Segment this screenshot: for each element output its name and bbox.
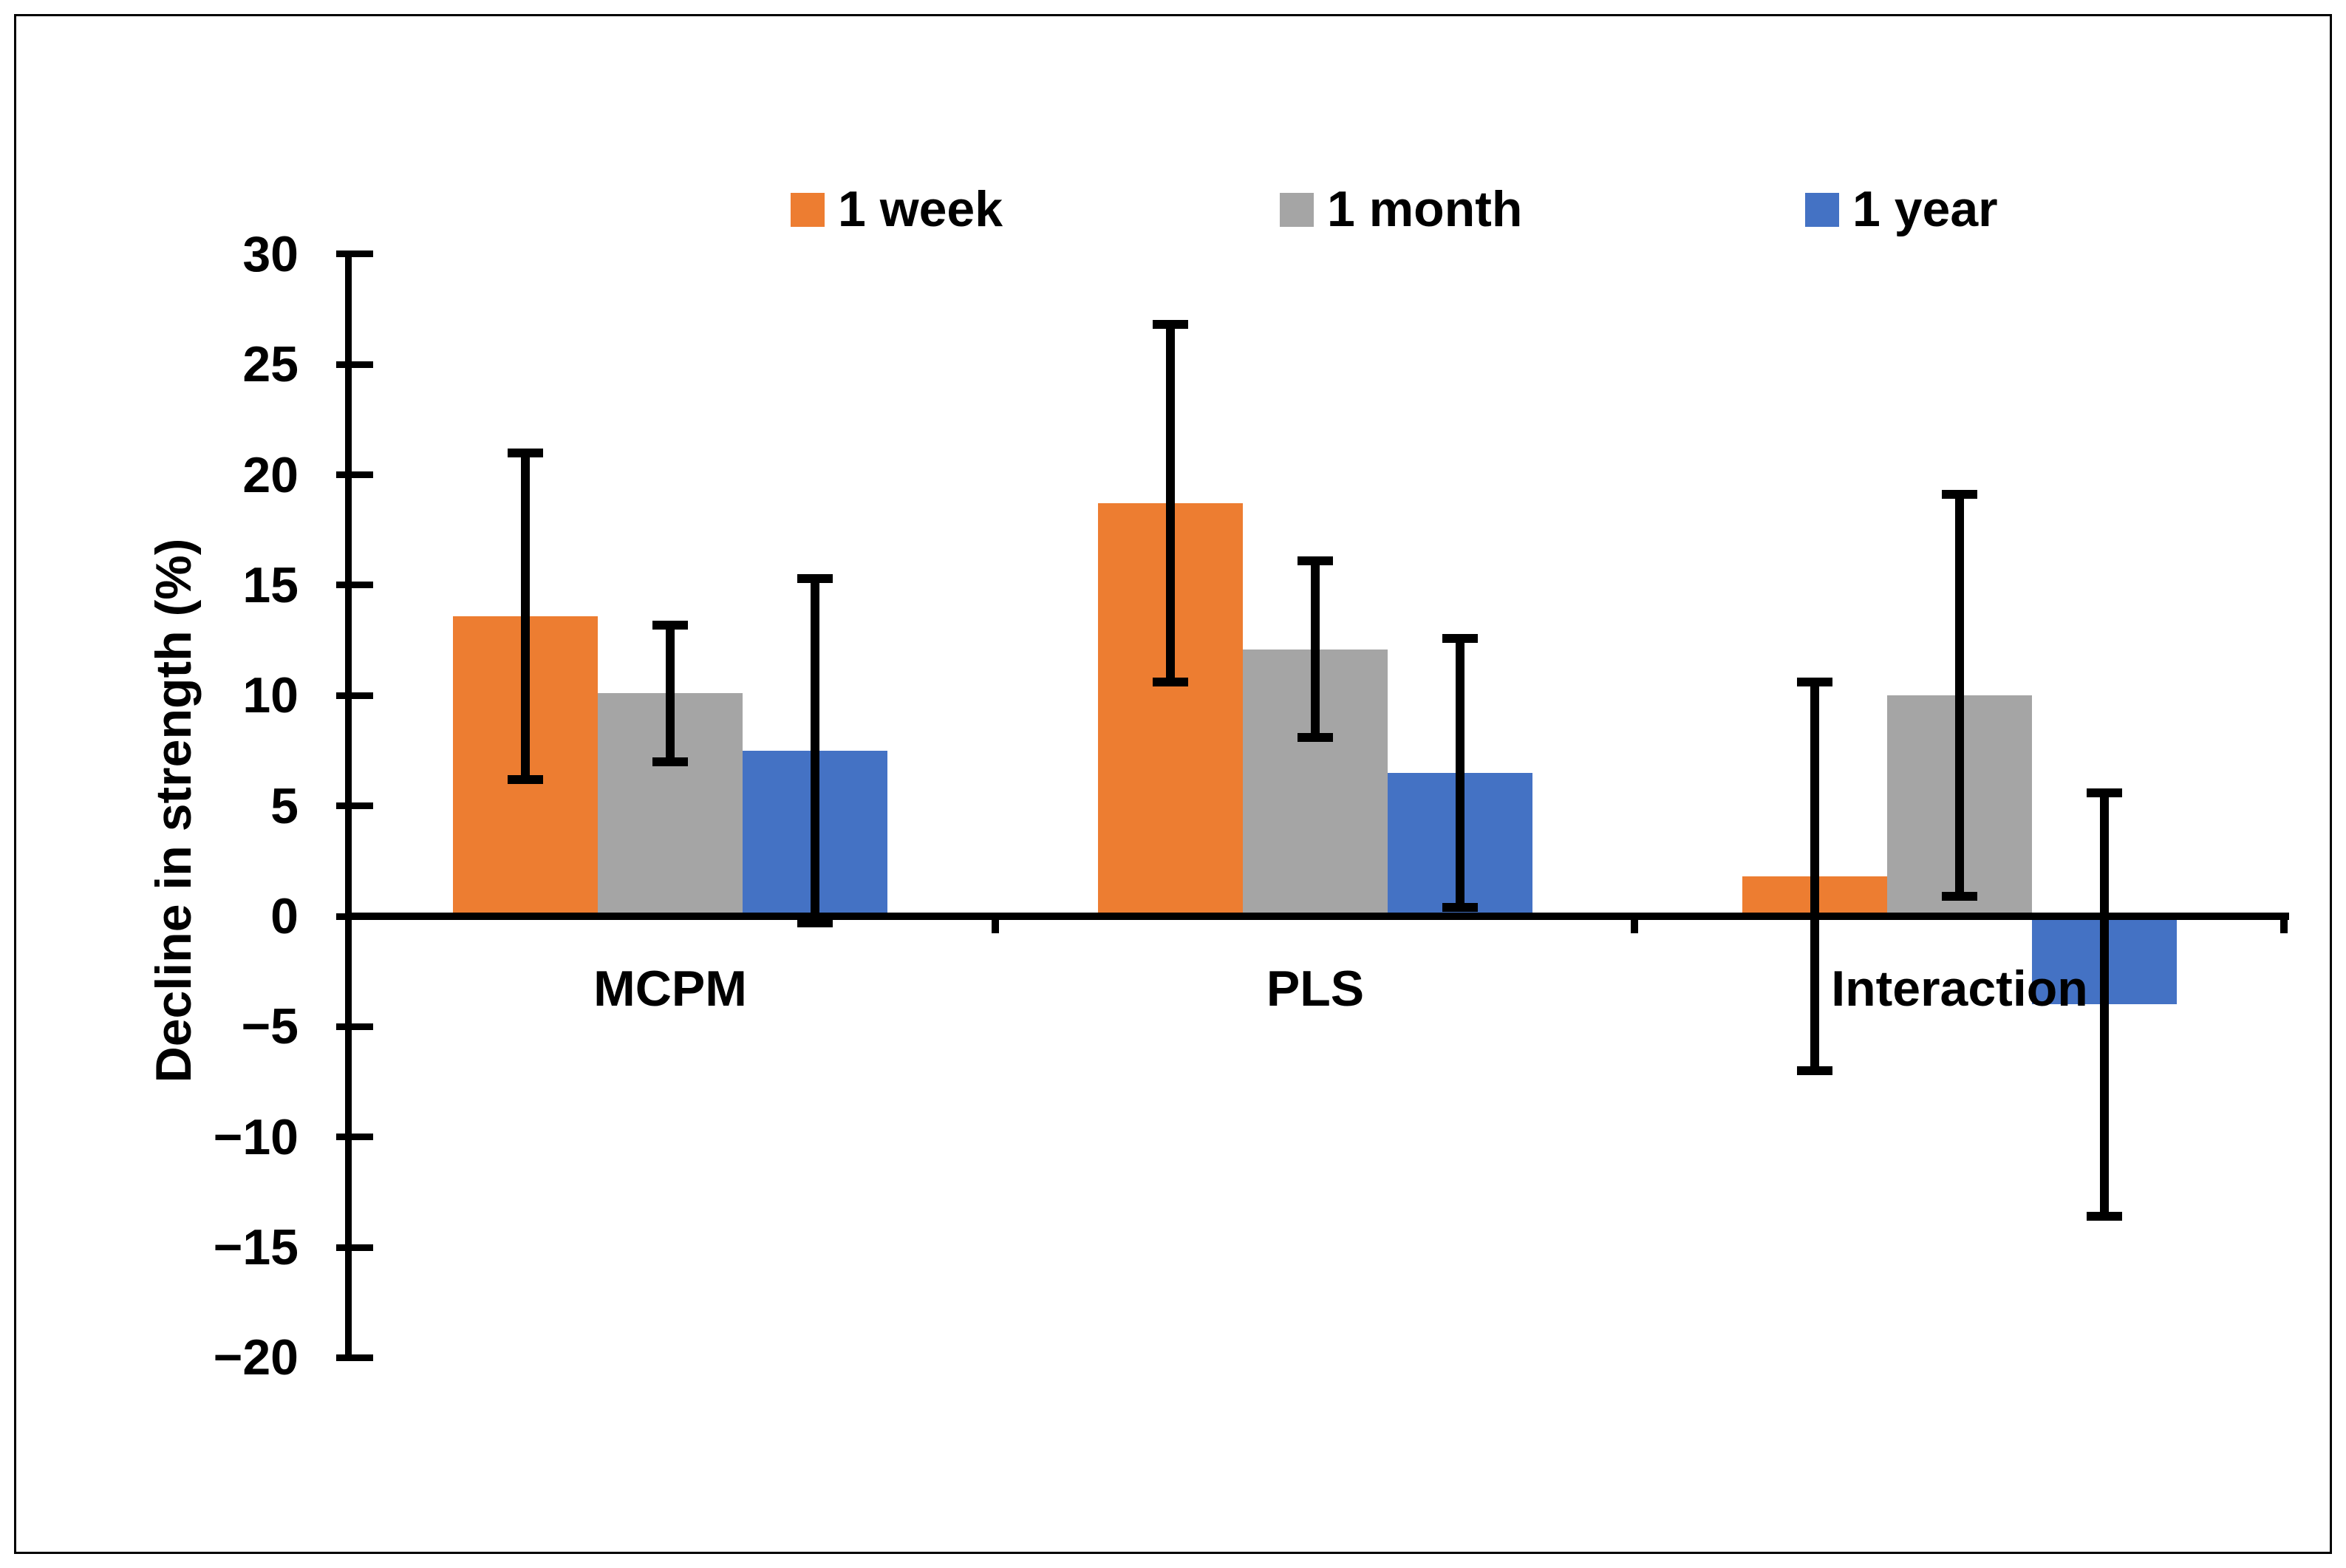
y-tick-label: 0 xyxy=(270,888,299,944)
y-tick xyxy=(336,1134,373,1141)
error-bar-line xyxy=(1311,561,1320,738)
x-axis-line xyxy=(345,913,2289,920)
y-tick-label: −20 xyxy=(213,1329,299,1386)
y-tick xyxy=(336,1354,373,1361)
legend-swatch-1-year xyxy=(1805,193,1839,227)
error-bar-line xyxy=(1456,638,1464,908)
y-tick-label: −10 xyxy=(213,1108,299,1165)
error-bar-line xyxy=(666,624,675,762)
legend-label: 1 year xyxy=(1852,181,1998,237)
x-axis-group-tick xyxy=(1631,913,1638,933)
y-tick xyxy=(336,1244,373,1251)
y-tick xyxy=(336,250,373,258)
error-bar-cap-bottom xyxy=(1442,903,1478,913)
legend-swatch-1-week xyxy=(791,193,825,227)
legend-swatch-1-month xyxy=(1280,193,1314,227)
y-tick-label: 5 xyxy=(270,777,299,834)
y-tick-label: 30 xyxy=(242,225,299,282)
error-bar-cap-bottom xyxy=(508,774,543,784)
error-bar-cap-bottom xyxy=(797,918,833,927)
category-label-interaction: Interaction xyxy=(1831,961,2088,1017)
y-tick xyxy=(336,471,373,479)
error-bar-line xyxy=(521,452,530,780)
error-bar-cap-top xyxy=(652,620,688,630)
error-bar-cap-top xyxy=(1298,556,1333,566)
error-bar-cap-top xyxy=(1442,633,1478,643)
category-label-mcpm: MCPM xyxy=(593,961,747,1017)
error-bar-cap-bottom xyxy=(1153,678,1188,687)
error-bar-cap-top xyxy=(1797,678,1832,687)
y-tick-label: 25 xyxy=(242,336,299,393)
legend-label: 1 month xyxy=(1327,181,1523,237)
error-bar-line xyxy=(1810,682,1819,1071)
x-axis-end-tick xyxy=(2280,913,2288,933)
error-bar-line xyxy=(2100,792,2109,1217)
error-bar-cap-bottom xyxy=(1942,892,1977,901)
error-bar-cap-bottom xyxy=(2087,1212,2122,1221)
y-tick-label: −15 xyxy=(213,1219,299,1276)
x-axis-group-tick xyxy=(992,913,999,933)
y-tick-label: 20 xyxy=(242,446,299,503)
figure-border xyxy=(14,14,2332,1554)
error-bar-cap-bottom xyxy=(652,757,688,766)
error-bar-cap-top xyxy=(2087,788,2122,797)
error-bar-line xyxy=(1955,494,1964,897)
y-tick xyxy=(336,692,373,699)
y-tick-label: −5 xyxy=(241,998,299,1055)
legend-label: 1 week xyxy=(838,181,1003,237)
y-tick xyxy=(336,582,373,589)
error-bar-cap-top xyxy=(1942,490,1977,500)
error-bar-cap-top xyxy=(797,573,833,583)
error-bar-cap-top xyxy=(508,448,543,457)
y-tick-label: 10 xyxy=(242,667,299,724)
error-bar-line xyxy=(1166,324,1175,683)
error-bar-cap-top xyxy=(1153,320,1188,330)
y-tick xyxy=(336,1023,373,1030)
category-label-pls: PLS xyxy=(1266,961,1365,1017)
error-bar-cap-bottom xyxy=(1298,733,1333,743)
error-bar-line xyxy=(811,578,819,923)
error-bar-cap-bottom xyxy=(1797,1066,1832,1076)
y-tick-label: 15 xyxy=(242,556,299,613)
y-tick xyxy=(336,802,373,810)
y-tick xyxy=(336,361,373,368)
